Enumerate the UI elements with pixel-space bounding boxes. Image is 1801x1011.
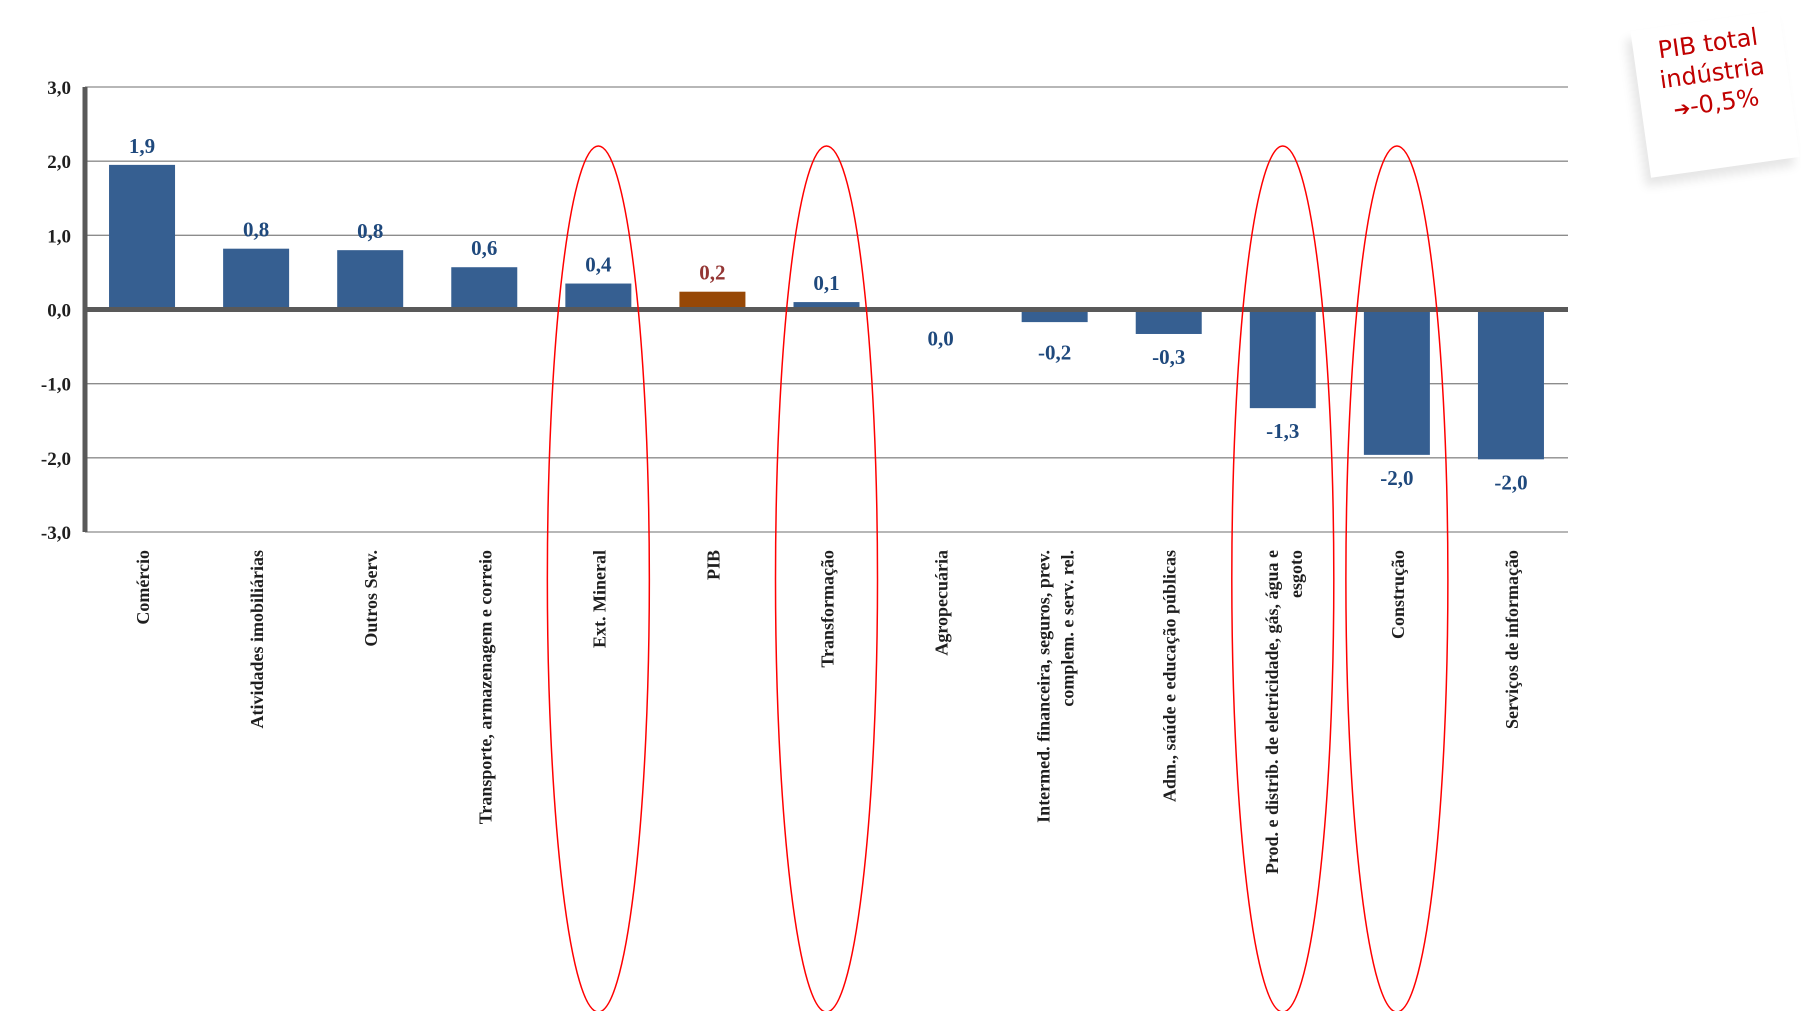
bar [1477, 309, 1544, 460]
bar [565, 283, 632, 310]
x-category-label: Prod. e distrib. de eletricidade, gás, á… [1262, 550, 1282, 874]
bar [451, 267, 518, 310]
pib-industry-note: PIB total indústria ➔-0,5% [1630, 10, 1800, 178]
x-category-label: Agropecuária [932, 550, 952, 656]
y-tick-label: -2,0 [41, 449, 71, 470]
bar [1021, 309, 1088, 323]
highlight-ellipse [546, 145, 651, 1011]
bar [1363, 309, 1430, 455]
x-category-label: Comércio [133, 550, 153, 625]
highlight-ellipse [1231, 145, 1335, 1011]
data-label: 0,1 [813, 271, 839, 295]
x-category-label: Transporte, armazenagem e correio [475, 550, 495, 824]
x-category-label: Serviços de informação [1502, 550, 1522, 729]
data-label: 1,9 [129, 134, 155, 158]
data-label: -2,0 [1380, 466, 1413, 490]
data-label: -2,0 [1494, 470, 1527, 494]
x-category-label: Adm., saúde e educação públicas [1160, 550, 1180, 802]
highlight-ellipse [1345, 145, 1449, 1011]
data-label: 0,8 [357, 219, 383, 243]
data-label: 0,2 [699, 261, 725, 285]
data-label: -0,3 [1152, 345, 1185, 369]
bar [223, 248, 290, 310]
data-label: 0,6 [471, 236, 497, 260]
y-tick-label: 3,0 [47, 78, 71, 99]
y-tick-label: -1,0 [41, 375, 71, 396]
x-category-label: Ext. Mineral [589, 550, 609, 648]
x-category-label: complem. e serv. rel. [1058, 550, 1078, 707]
x-category-label: Atividades imobiliárias [247, 550, 267, 729]
x-category-label: esgoto [1286, 550, 1306, 598]
x-category-label: Construção [1388, 550, 1408, 639]
bar [679, 291, 746, 310]
highlight-ellipse [774, 145, 879, 1011]
data-label: -1,3 [1266, 419, 1299, 443]
bar [109, 164, 176, 310]
x-category-label: PIB [703, 550, 723, 580]
y-tick-label: 1,0 [47, 226, 71, 247]
y-tick-label: 2,0 [47, 152, 71, 173]
data-label: 0,4 [585, 253, 612, 277]
x-category-label: Transformação [818, 550, 838, 668]
data-label: -0,2 [1038, 341, 1071, 365]
data-label: 0,8 [243, 218, 269, 242]
bar [1249, 309, 1316, 409]
bar [1135, 309, 1202, 334]
bar [793, 302, 860, 310]
y-tick-label: -3,0 [41, 523, 71, 544]
x-category-label: Outros Serv. [361, 550, 381, 647]
y-tick-label: 0,0 [47, 301, 71, 322]
x-category-label: Intermed. financeira, seguros, prev. [1034, 550, 1054, 823]
data-label: 0,0 [927, 327, 953, 351]
bar [337, 250, 404, 310]
